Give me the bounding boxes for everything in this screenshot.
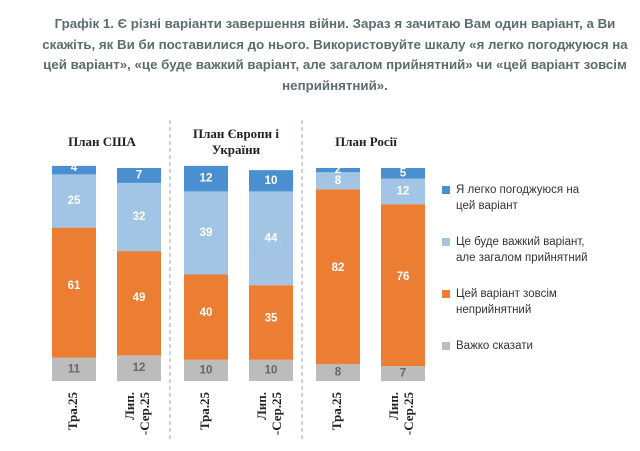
chart-title: Графік 1. Є різні варіанти завершення ві… (42, 16, 628, 93)
bar-segment-unacceptable (52, 227, 96, 358)
data-label: 5 (400, 167, 407, 179)
data-label: 10 (200, 364, 213, 376)
legend-label: Я легко погоджуюся на цей варіант (456, 184, 580, 212)
data-label: 4 (71, 162, 78, 174)
bar-segment-hard (249, 191, 293, 286)
bar-segment-dontknow (249, 359, 293, 381)
bar-segment-dontknow (52, 357, 96, 381)
data-label: 61 (68, 280, 81, 292)
data-label: 10 (265, 364, 278, 376)
bar-segment-hard (316, 172, 360, 190)
svg-text:НОВИНИ: НОВИНИ (256, 265, 287, 272)
bar-segment-easy (249, 170, 293, 192)
bar-segment-easy (316, 168, 360, 173)
data-label: 12 (397, 185, 410, 197)
category-label: Лип.-Сер.25 (122, 392, 152, 436)
data-label: 7 (400, 368, 406, 380)
category-label: Тра.25 (65, 392, 80, 431)
bar-segment-unacceptable (184, 274, 228, 360)
data-label: 40 (200, 307, 213, 319)
group-label: План США (68, 134, 136, 149)
data-label: 32 (133, 211, 146, 223)
data-label: 8 (335, 175, 342, 187)
legend-label: Важко сказати (456, 340, 533, 352)
bar-segment-unacceptable (117, 251, 161, 356)
legend-swatch-easy (442, 186, 450, 194)
bar-segment-easy (184, 165, 228, 192)
svg-text:ЧЕСНІ: ЧЕСНІ (260, 257, 282, 264)
legend-swatch-hard (442, 238, 450, 246)
legend-swatch-dontknow (442, 342, 450, 350)
data-label: 12 (200, 173, 213, 185)
bar-segment-hard (381, 178, 425, 205)
bar-segment-dontknow (381, 366, 425, 381)
category-label: Тра.25 (197, 392, 212, 431)
group-label: План Росії (335, 134, 397, 149)
bar-segment-unacceptable (381, 204, 425, 367)
bar-segment-hard (184, 191, 228, 275)
category-label: Тра.25 (329, 392, 344, 431)
bar-segment-hard (117, 182, 161, 252)
data-label: 7 (136, 169, 142, 181)
group-label: План Європи і України (193, 126, 279, 157)
bar-segment-easy (52, 165, 96, 175)
data-label: 12 (133, 362, 146, 374)
legend-swatch-unacceptable (442, 290, 450, 298)
svg-text:УКРАЇНИ: УКРАЇНИ (256, 272, 286, 280)
bar-segment-unacceptable (316, 189, 360, 364)
legend-label: Цей варіант зовсім неприйнятний (456, 288, 557, 316)
data-label: 39 (200, 227, 213, 239)
data-label: 49 (133, 292, 146, 304)
bar-segment-dontknow (117, 355, 161, 381)
data-label: 82 (332, 262, 345, 274)
bar-segment-easy (381, 168, 425, 179)
data-label: 10 (265, 175, 278, 187)
bar-segment-dontknow (184, 359, 228, 381)
data-label: 8 (335, 366, 342, 378)
data-label: 2 (335, 164, 341, 176)
bar-segment-easy (117, 168, 161, 183)
data-label: 44 (265, 232, 278, 244)
data-label: 76 (397, 271, 410, 283)
bar-segment-unacceptable (249, 285, 293, 360)
category-label: Лип.-Сер.25 (386, 392, 416, 436)
data-label: 35 (265, 313, 278, 325)
bar-segment-hard (52, 174, 96, 228)
legend-label: Це буде важкий варіант, але загалом прийн… (456, 236, 588, 264)
bar-segment-dontknow (316, 363, 360, 381)
data-label: 25 (68, 195, 81, 207)
data-label: 11 (68, 363, 81, 375)
category-label: Лип.-Сер.25 (254, 392, 284, 436)
